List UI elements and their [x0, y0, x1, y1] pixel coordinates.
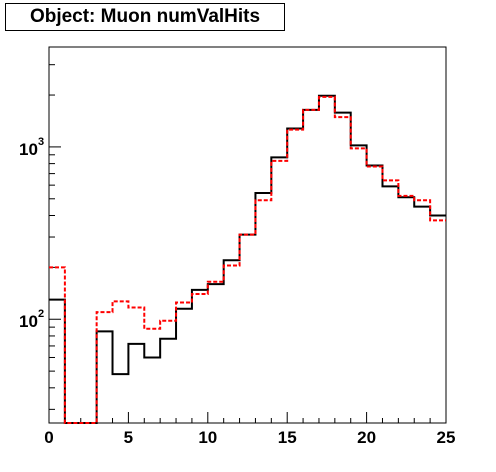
x-tick-label: 15 [278, 428, 297, 447]
x-tick-label: 20 [357, 428, 376, 447]
chart-title: Object: Muon numValHits [29, 6, 261, 27]
x-tick-label: 25 [437, 428, 456, 447]
y-tick-exponent: 2 [38, 308, 44, 320]
series-1-histogram [49, 94, 446, 424]
x-tick-label: 5 [124, 428, 133, 447]
series-layer [49, 94, 446, 424]
series-2-histogram [49, 95, 446, 424]
chart-title-box: Object: Muon numValHits [5, 3, 285, 31]
y-tick-label: 10 [19, 312, 38, 331]
y-tick-exponent: 3 [38, 136, 44, 148]
y-tick-label: 10 [19, 140, 38, 159]
x-tick-label: 10 [198, 428, 217, 447]
plot-frame [48, 46, 447, 424]
x-tick-label: 0 [44, 428, 53, 447]
